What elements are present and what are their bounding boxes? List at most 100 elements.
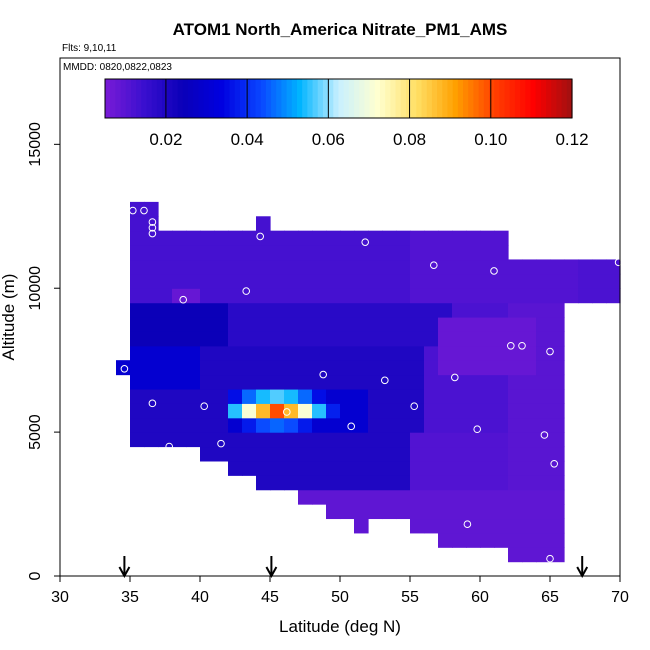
heatmap-cell xyxy=(396,489,411,505)
flight-point xyxy=(217,439,225,448)
heatmap-cell xyxy=(270,288,285,304)
flight-point xyxy=(381,376,389,385)
x-tick-label: 55 xyxy=(401,589,419,606)
heatmap-cell xyxy=(508,460,523,476)
heatmap-cell xyxy=(172,374,187,390)
colorbar-segment xyxy=(167,79,174,118)
heatmap-cell xyxy=(536,518,551,534)
heatmap-cell xyxy=(480,331,495,347)
heatmap-cell xyxy=(536,288,551,304)
heatmap-cell xyxy=(424,388,439,404)
y-tick-label: 0 xyxy=(27,571,44,580)
heatmap-cell xyxy=(396,374,411,390)
heatmap-cell xyxy=(466,230,481,246)
heatmap-cell xyxy=(200,230,215,246)
heatmap-cell xyxy=(144,245,159,261)
heatmap-cell xyxy=(186,331,201,347)
heatmap-cell xyxy=(144,388,159,404)
heatmap-cell xyxy=(424,345,439,361)
heatmap-cell xyxy=(312,446,327,462)
heatmap-cell xyxy=(214,317,229,332)
heatmap-cell xyxy=(592,273,607,289)
heatmap-cell xyxy=(354,302,369,318)
heatmap-cell xyxy=(550,460,565,476)
heatmap-cell xyxy=(242,460,257,476)
heatmap-cell xyxy=(200,417,215,433)
colorbar-segment xyxy=(125,79,132,118)
x-tick-label: 40 xyxy=(191,589,209,606)
heatmap-cell xyxy=(312,417,327,433)
colorbar-segment xyxy=(219,79,225,118)
heatmap-cell xyxy=(424,317,439,332)
heatmap-cell xyxy=(130,432,145,448)
heatmap-cell xyxy=(410,504,425,520)
heatmap-cell xyxy=(522,547,537,563)
heatmap-cell xyxy=(242,374,257,390)
heatmap-cell xyxy=(144,360,159,376)
heatmap-cell xyxy=(354,259,369,275)
heatmap-cell xyxy=(172,317,187,332)
heatmap-cell xyxy=(382,360,397,376)
dates-label: MMDD: 0820,0822,0823 xyxy=(63,62,172,73)
heatmap-cell xyxy=(158,360,173,376)
heatmap-cell xyxy=(522,460,537,476)
heatmap-cell xyxy=(298,230,313,246)
heatmap-cell xyxy=(438,446,453,462)
heatmap-cell xyxy=(270,273,285,289)
heatmap-cell xyxy=(270,245,285,261)
heatmap-cell xyxy=(536,504,551,520)
heatmap-cell xyxy=(424,374,439,390)
heatmap-cell xyxy=(438,273,453,289)
heatmap-cell xyxy=(592,288,607,304)
heatmap-cell xyxy=(410,302,425,318)
heatmap-cell xyxy=(396,230,411,246)
heatmap-cell xyxy=(228,245,243,261)
heatmap-cell xyxy=(452,403,467,419)
heatmap-cell xyxy=(564,259,579,275)
heatmap-cell xyxy=(158,317,173,332)
heatmap-cell xyxy=(424,475,439,491)
heatmap-cell xyxy=(438,302,453,318)
heatmap-cell xyxy=(438,403,453,419)
heatmap-cell xyxy=(186,417,201,433)
heatmap-cell xyxy=(354,417,369,433)
heatmap-cell xyxy=(214,288,229,304)
heatmap-cell xyxy=(284,360,299,376)
heatmap-cell xyxy=(200,432,215,448)
heatmap-cell xyxy=(298,317,313,332)
heatmap-cell xyxy=(354,317,369,332)
heatmap-cell xyxy=(130,245,145,261)
heatmap-cell xyxy=(298,388,313,404)
heatmap-cell xyxy=(130,216,145,232)
heatmap-cell xyxy=(466,504,481,520)
heatmap-cell xyxy=(522,317,537,332)
heatmap-cell xyxy=(214,331,229,347)
heatmap-cell xyxy=(382,374,397,390)
heatmap-cell xyxy=(494,518,509,534)
heatmap-cell xyxy=(158,273,173,289)
flight-point xyxy=(410,402,419,411)
heatmap-cell xyxy=(480,504,495,520)
heatmap-cell xyxy=(228,230,243,246)
colorbar-segment xyxy=(224,79,231,118)
flight-point xyxy=(200,402,208,411)
heatmap-cell xyxy=(522,489,537,505)
heatmap-cell xyxy=(424,489,439,505)
heatmap-cell xyxy=(270,374,285,390)
heatmap-cell xyxy=(508,518,523,534)
heatmap-cell xyxy=(214,446,229,462)
colorbar-segment xyxy=(271,79,277,118)
heatmap-cell xyxy=(270,259,285,275)
heatmap-cell xyxy=(242,446,257,462)
heatmap-cell xyxy=(158,288,173,304)
heatmap-cell xyxy=(550,388,565,404)
heatmap-cell xyxy=(130,345,145,361)
heatmap-cell xyxy=(130,201,145,217)
colorbar-segment xyxy=(136,79,142,118)
heatmap-cell xyxy=(396,360,411,376)
heatmap-cell xyxy=(130,417,145,433)
heatmap-cell xyxy=(256,446,271,462)
heatmap-cell xyxy=(466,532,481,548)
heatmap-cell xyxy=(144,230,159,246)
colorbar-segment xyxy=(385,79,391,118)
